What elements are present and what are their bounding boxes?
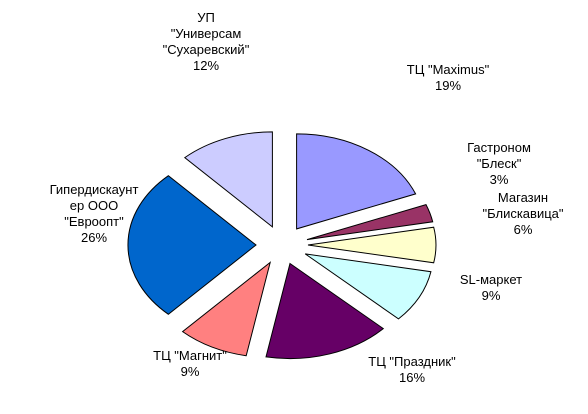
slice-name-line: Гастроном bbox=[467, 140, 531, 155]
pie-slice-3 bbox=[304, 253, 432, 320]
slice-name-line: Гипердискаунт bbox=[50, 182, 139, 197]
slice-name-line: SL-маркет bbox=[460, 272, 522, 287]
slice-name-line: "Универсам bbox=[171, 26, 242, 41]
slice-label-7: УП "Универсам "Сухаревский" 12% bbox=[163, 10, 250, 73]
slice-labels: ТЦ "Maximus" 19%Гастроном "Блеск" 3%Магазин… bbox=[50, 10, 564, 385]
pie-slice-6 bbox=[127, 175, 257, 315]
slice-percent: 3% bbox=[490, 172, 509, 187]
pie-slice-0 bbox=[296, 133, 417, 230]
slice-name-line: "Евроопт" bbox=[64, 214, 124, 229]
slice-percent: 6% bbox=[514, 222, 533, 237]
slice-name-line: "Сухаревский" bbox=[163, 42, 250, 57]
pie-slices bbox=[127, 131, 437, 360]
slice-name-line: УП bbox=[197, 10, 215, 25]
pie-slice-5 bbox=[181, 261, 272, 357]
slice-name-line: "Блеск" bbox=[477, 156, 522, 171]
slice-label-4: ТЦ "Праздник" 16% bbox=[368, 354, 456, 385]
pie-slice-1 bbox=[306, 204, 434, 241]
slice-name-line: Магазин bbox=[498, 190, 548, 205]
slice-percent: 9% bbox=[482, 288, 501, 303]
slice-label-0: ТЦ "Maximus" 19% bbox=[407, 62, 490, 93]
slice-percent: 19% bbox=[435, 78, 461, 93]
pie-slice-2 bbox=[307, 226, 437, 264]
slice-label-1: Гастроном "Блеск" 3% bbox=[467, 140, 531, 187]
slice-percent: 26% bbox=[81, 230, 107, 245]
slice-name-line: ТЦ "Праздник" bbox=[368, 354, 456, 369]
slice-percent: 9% bbox=[181, 364, 200, 379]
slice-name-line: ТЦ "Maximus" bbox=[407, 62, 490, 77]
slice-label-2: Магазин "Блискавица" 6% bbox=[482, 190, 563, 237]
slice-name-line: ер ООО bbox=[70, 198, 118, 213]
slice-percent: 12% bbox=[193, 58, 219, 73]
slice-label-5: ТЦ "Магнит" 9% bbox=[153, 348, 227, 379]
slice-label-3: SL-маркет 9% bbox=[460, 272, 522, 303]
slice-percent: 16% bbox=[399, 370, 425, 385]
pie-slice-7 bbox=[183, 131, 273, 228]
pie-slice-4 bbox=[265, 262, 385, 360]
slice-name-line: ТЦ "Магнит" bbox=[153, 348, 227, 363]
slice-label-6: Гипердискаунт ер ООО "Евроопт" 26% bbox=[50, 182, 139, 245]
slice-name-line: "Блискавица" bbox=[482, 206, 563, 221]
